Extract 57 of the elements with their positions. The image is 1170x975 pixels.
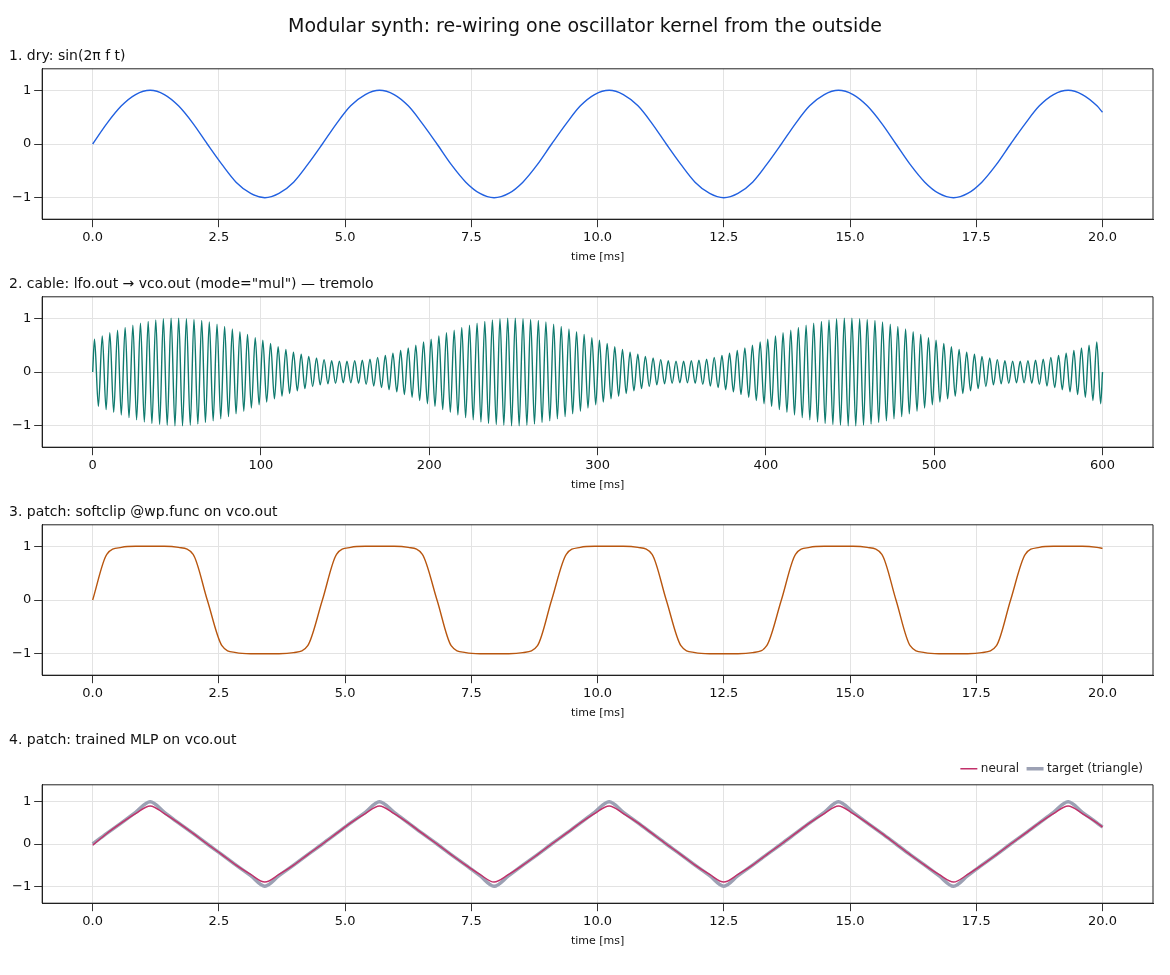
x-tick-label: 20.0	[1088, 913, 1117, 929]
x-tick-label: 5.0	[334, 913, 356, 929]
x-tick-label: 200	[416, 457, 442, 473]
x-tick-label: 10.0	[583, 229, 613, 245]
x-tick-label: 0	[88, 457, 97, 473]
y-tick-label: 1	[22, 309, 32, 325]
x-axis-title: time [ms]	[570, 934, 625, 948]
y-tick-label: −1	[11, 645, 32, 661]
y-tick-label: 0	[22, 135, 32, 151]
x-tick-label: 500	[921, 457, 947, 473]
legend-label: target (triangle)	[1047, 760, 1144, 775]
chart-title: 2. cable: lfo.out → vco.out (mode="mul") — tremolo	[9, 275, 374, 292]
x-tick-label: 300	[585, 457, 610, 473]
x-axis-title: time [ms]	[570, 250, 625, 264]
y-tick-label: 1	[22, 81, 32, 97]
y-tick-label: 1	[22, 793, 32, 809]
chart-title: 1. dry: sin(2π f t)	[9, 47, 126, 64]
x-tick-label: 2.5	[208, 685, 230, 701]
y-tick-label: −1	[11, 417, 32, 433]
x-tick-label: 600	[1090, 457, 1115, 473]
x-tick-label: 10.0	[583, 913, 613, 929]
x-axis-title: time [ms]	[570, 706, 625, 720]
y-tick-label: 0	[22, 591, 32, 607]
y-tick-label: 0	[22, 835, 32, 851]
x-tick-label: 0.0	[82, 685, 103, 701]
x-tick-label: 2.5	[208, 229, 230, 245]
chart-title: 3. patch: softclip @wp.func on vco.out	[9, 503, 279, 520]
x-tick-label: 17.5	[961, 685, 991, 701]
x-tick-label: 7.5	[461, 913, 482, 929]
x-tick-label: 10.0	[583, 685, 613, 701]
x-tick-label: 17.5	[961, 913, 991, 929]
x-tick-label: 5.0	[334, 685, 356, 701]
x-tick-label: 12.5	[709, 685, 739, 701]
x-tick-label: 15.0	[835, 913, 865, 929]
x-tick-label: 12.5	[709, 229, 739, 245]
x-tick-label: 7.5	[461, 685, 482, 701]
x-tick-label: 12.5	[709, 913, 739, 929]
x-tick-label: 7.5	[461, 229, 482, 245]
x-axis-title: time [ms]	[570, 478, 625, 492]
x-tick-label: 15.0	[835, 229, 865, 245]
x-tick-label: 0.0	[82, 229, 103, 245]
x-tick-label: 100	[248, 457, 274, 473]
y-tick-label: 1	[22, 537, 32, 553]
x-tick-label: 2.5	[208, 913, 230, 929]
x-tick-label: 400	[753, 457, 779, 473]
x-tick-label: 17.5	[961, 229, 991, 245]
x-tick-label: 20.0	[1088, 229, 1117, 245]
y-tick-label: 0	[22, 363, 32, 379]
chart-title: 4. patch: trained MLP on vco.out	[9, 731, 237, 748]
y-tick-label: −1	[11, 877, 32, 893]
text: Modular synth: re-wiring one oscillator kernel from the outside	[287, 14, 883, 36]
x-tick-label: 5.0	[334, 229, 356, 245]
x-tick-label: 0.0	[82, 913, 103, 929]
x-tick-label: 15.0	[835, 685, 865, 701]
y-tick-label: −1	[11, 189, 32, 205]
x-tick-label: 20.0	[1088, 685, 1117, 701]
legend-label: neural	[980, 760, 1020, 775]
